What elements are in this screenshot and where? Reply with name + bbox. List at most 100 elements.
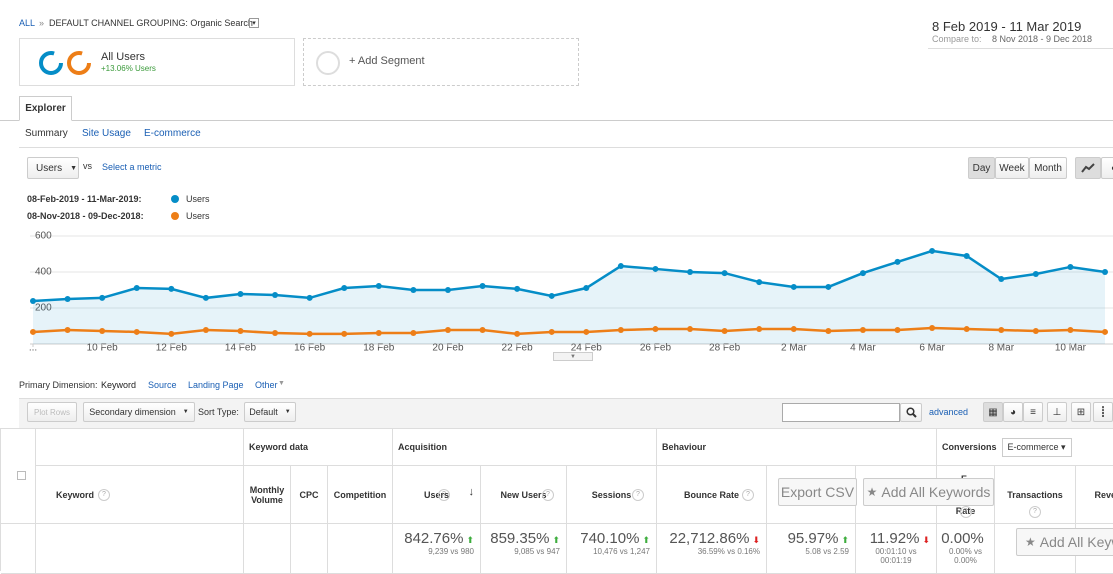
point [30,328,36,335]
help-icon[interactable]: ? [632,489,644,501]
date-range[interactable]: 8 Feb 2019 - 11 Mar 2019 [932,19,1082,34]
x-tick-label: ... [29,343,37,354]
view-button[interactable]: ◕ [1003,402,1023,422]
x-tick-label: 6 Mar [919,343,945,354]
column-header[interactable]: Keyword? [36,466,244,524]
sort-label: Sort Type: [198,407,239,417]
export-csv-button[interactable]: Export CSV [778,478,857,506]
x-tick-label: 20 Feb [432,343,464,354]
total-cell [36,524,244,574]
help-icon[interactable]: ? [98,489,110,501]
view-button[interactable]: ┋ [1093,402,1113,422]
point [341,330,348,337]
view-button[interactable]: ▦ [983,402,1003,422]
breadcrumb-dropdown[interactable]: ▾ [249,18,259,28]
add-keywords-button[interactable]: ★Add All Keyw [1016,528,1113,556]
point [617,263,624,270]
point [687,269,694,275]
breadcrumb-root[interactable]: ALL [19,18,36,28]
column-header[interactable]: Bounce Rate? [657,466,767,524]
total-value: 740.10% ⬆ [567,524,656,547]
total-text: 740.10% [580,530,640,547]
column-header[interactable]: Users? ↓ [393,466,481,524]
search-button[interactable] [900,403,922,422]
total-cell: 859.35% ⬆ 9,085 vs 947 [481,524,567,574]
legend-period: 08-Feb-2019 - 11-Mar-2019: [27,194,142,204]
sort-select[interactable]: Default ▼ [244,402,296,422]
column-header[interactable]: New Users? [481,466,567,524]
column-header[interactable]: Reven [1076,466,1113,524]
caret: ▼ [284,409,291,415]
group-label: Behaviour [662,442,707,452]
plot-rows-button[interactable]: Plot Rows [27,402,77,422]
conversion-select[interactable]: E-commerce ▾ [1001,437,1072,457]
granularity-button[interactable]: Week [995,157,1029,179]
total-value: 22,712.86% ⬇ [657,524,766,547]
caret: ▼ [182,409,189,415]
group-header: Keyword data [244,429,393,466]
checkbox[interactable] [17,471,26,480]
dimension-option[interactable]: Other [255,380,278,390]
chart-resize-handle[interactable]: ▼ [553,352,593,361]
group-header: Conversions E-commerce ▾ [937,429,1113,466]
dimension-option[interactable]: Source [148,380,177,390]
select-metric[interactable]: Select a metric [102,162,162,172]
chart-type-motion[interactable]: ● [1101,157,1113,179]
view-button[interactable]: ⊞ [1071,402,1091,422]
help-icon[interactable]: ? [959,506,972,518]
button-label: Export CSV [780,484,855,500]
total-text: 842.76% [404,530,464,547]
point [1067,326,1074,333]
help-icon[interactable]: ? [438,489,450,501]
column-header[interactable]: Competition [328,466,393,524]
add-keywords-button[interactable]: ★ Add All Keywords [863,478,994,506]
segment-card[interactable]: All Users +13.06% Users [19,38,295,86]
legend-period: 08-Nov-2018 - 09-Dec-2018: [27,211,144,221]
point [825,328,832,335]
chart-type-line[interactable] [1075,157,1101,179]
sort-arrow[interactable]: ↓ [468,486,475,498]
metric-select[interactable]: Users ▼ [27,157,79,179]
point [998,326,1005,333]
column-label: Monthly Volume [249,484,285,505]
search-input[interactable] [782,403,900,422]
total-cell: 842.76% ⬆ 9,239 vs 980 [393,524,481,574]
total-cell [244,524,291,574]
point [894,326,901,333]
total-compare: 36.59% vs 0.16% [697,547,760,556]
column-label: Keyword [56,489,95,500]
subtab[interactable]: Summary [25,128,68,139]
help-icon[interactable]: ? [742,489,754,501]
point [790,283,797,290]
column-label: Users [423,489,450,500]
data-table: Keyword data Acquisition Behaviour Conversi… [0,428,1113,574]
point [444,287,451,293]
help-icon[interactable]: ? [1029,506,1041,518]
tab-explorer[interactable]: Explorer [19,96,72,121]
segment-icon [39,51,91,75]
dimension-option[interactable]: Landing Page [188,380,244,390]
view-button[interactable]: ≡ [1023,402,1043,422]
granularity-button[interactable]: Month [1029,157,1067,179]
total-cell: 22,712.86% ⬇ 36.59% vs 0.16% [657,524,767,574]
help-icon[interactable]: ? [542,489,554,501]
column-header[interactable]: Transactions? [995,466,1076,524]
granularity-button[interactable]: Day [968,157,995,179]
column-header[interactable]: CPC [291,466,328,524]
secondary-dimension-select[interactable]: Secondary dimension ▼ [83,402,195,422]
line [32,326,1106,336]
toolbar [19,398,1113,428]
point [514,285,521,292]
add-segment[interactable]: + Add Segment [303,38,579,86]
column-label: New Users [500,489,547,500]
column-header[interactable]: Sessions? [567,466,657,524]
view-button[interactable]: ⊥ [1047,402,1067,422]
star-icon: ★ [1025,535,1036,549]
total-compare: 00:01:10 vs 00:01:19 [875,547,917,565]
column-header[interactable]: Monthly Volume [244,466,291,524]
point [1032,328,1039,335]
subtab[interactable]: E-commerce [144,128,201,139]
point [444,326,451,333]
subtab[interactable]: Site Usage [82,128,131,139]
advanced-link[interactable]: advanced [929,407,969,417]
